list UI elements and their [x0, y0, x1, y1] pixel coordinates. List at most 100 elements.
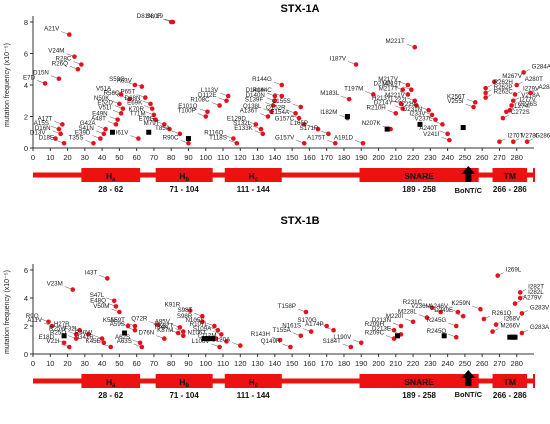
- mutation-point: [348, 344, 354, 350]
- domain-hc: [224, 168, 282, 182]
- x-tick-label: 30: [81, 359, 89, 368]
- mutation-point: [113, 304, 119, 309]
- mutation-label: T158P: [278, 303, 296, 310]
- domain-snare: [359, 168, 479, 182]
- mutation-label: I233V: [409, 111, 426, 118]
- mutation-label: V21I: [47, 338, 60, 345]
- mutation-point: [79, 62, 84, 67]
- x-tick-label: 0: [31, 359, 35, 368]
- domain-snare: [359, 374, 479, 388]
- mutation-label: S184T: [323, 338, 341, 345]
- mutation-label: R56Q: [104, 90, 120, 97]
- mutation-point: [75, 66, 81, 72]
- x-tick-label: 40: [98, 359, 106, 368]
- mutation-point: [371, 92, 376, 97]
- mutation-point: [212, 323, 217, 329]
- mutation-point: [132, 327, 138, 333]
- mutation-label: T118S: [209, 134, 227, 141]
- mutation-label: A240T: [419, 125, 437, 132]
- domain-label: Hc: [249, 377, 259, 389]
- mutation-label: D13V: [30, 130, 46, 137]
- black-square-marker: [61, 333, 67, 339]
- mutation-label: A11V: [27, 317, 43, 324]
- mutation-point: [132, 82, 138, 88]
- x-tick-label: 130: [251, 359, 264, 368]
- x-tick-label: 140: [269, 153, 282, 162]
- black-square-marker: [395, 333, 401, 339]
- mutation-point: [85, 332, 91, 337]
- mutation-point: [409, 87, 414, 93]
- mutation-label: A21V: [44, 26, 60, 33]
- domain-ha: [81, 168, 141, 182]
- domain-label: Hc: [249, 171, 259, 183]
- mutation-point: [186, 140, 191, 146]
- x-tick-label: 160: [303, 153, 316, 162]
- mutation-label: D140H: [246, 87, 265, 94]
- mutation-point: [445, 131, 450, 137]
- mutation-label: E49N: [92, 111, 107, 118]
- mutation-label: N161S: [282, 323, 301, 330]
- mutation-label: R9Q: [26, 313, 39, 320]
- mutation-label: G41R: [78, 334, 95, 341]
- x-tick-label: 120: [234, 359, 247, 368]
- mutation-label: I268V: [504, 316, 521, 323]
- domain-range-label: 71 - 104: [169, 185, 199, 194]
- mutation-point: [301, 140, 307, 146]
- mutation-label: S98R: [177, 313, 193, 320]
- mutation-point: [426, 107, 431, 113]
- y-tick-label: 6: [24, 50, 28, 59]
- mutation-point: [70, 287, 76, 292]
- mutation-point: [414, 103, 419, 108]
- black-square-marker: [146, 129, 152, 135]
- mutation-point: [517, 290, 523, 295]
- x-tick-label: 170: [320, 359, 333, 368]
- mutation-point: [265, 114, 271, 119]
- mutation-label: E69K: [127, 100, 143, 107]
- mutation-point: [258, 126, 264, 132]
- mutation-label: V24M: [48, 48, 64, 55]
- mutation-label: E154A: [270, 109, 289, 116]
- mutation-label: R262C: [494, 89, 514, 96]
- mutation-label: M219T: [382, 81, 401, 88]
- mutation-point: [60, 122, 65, 127]
- mutation-label: A136T: [240, 108, 258, 115]
- mutation-point: [269, 109, 274, 115]
- mutation-label: S47L: [90, 292, 105, 299]
- mutation-label: R25Q: [50, 330, 66, 337]
- mutation-point: [410, 319, 416, 325]
- mutation-label: R108C: [190, 96, 210, 103]
- mutation-label: D15N: [33, 70, 49, 77]
- mutation-label: I270T: [507, 133, 523, 140]
- mutation-label: D231N: [403, 106, 422, 113]
- mutation-label: G284A: [532, 63, 550, 70]
- mutation-point: [91, 140, 96, 146]
- x-tick-label: 170: [320, 153, 333, 162]
- x-tick-label: 280: [510, 153, 523, 162]
- mutation-label: D249E: [434, 307, 453, 314]
- mutation-point: [500, 115, 506, 121]
- mutation-label: I187V: [330, 56, 347, 63]
- x-tick-label: 220: [407, 153, 420, 162]
- mutation-label: C155S: [272, 98, 291, 105]
- mutation-label: G283A: [530, 324, 550, 331]
- x-tick-label: 190: [355, 153, 368, 162]
- domain-range-label: 71 - 104: [169, 391, 199, 400]
- x-tick-label: 100: [200, 359, 213, 368]
- x-tick-label: 200: [372, 153, 385, 162]
- mutation-label: N105S: [185, 317, 204, 324]
- mutation-point: [219, 332, 224, 337]
- mutation-point: [53, 136, 58, 141]
- black-square-marker: [185, 136, 191, 142]
- mutation-label: P65T: [120, 89, 135, 96]
- y-tick-label: 6: [24, 266, 28, 275]
- mutation-label: M228L: [398, 309, 417, 316]
- protein-backbone: [33, 378, 534, 384]
- mutation-label: K87M: [157, 327, 173, 334]
- domain-range-label: 266 - 286: [493, 391, 527, 400]
- mutation-point: [510, 139, 516, 144]
- bont-arrow-icon: [461, 370, 476, 386]
- mutation-label: R209H: [365, 321, 384, 328]
- mutation-point: [225, 93, 231, 99]
- mutation-point: [524, 139, 530, 144]
